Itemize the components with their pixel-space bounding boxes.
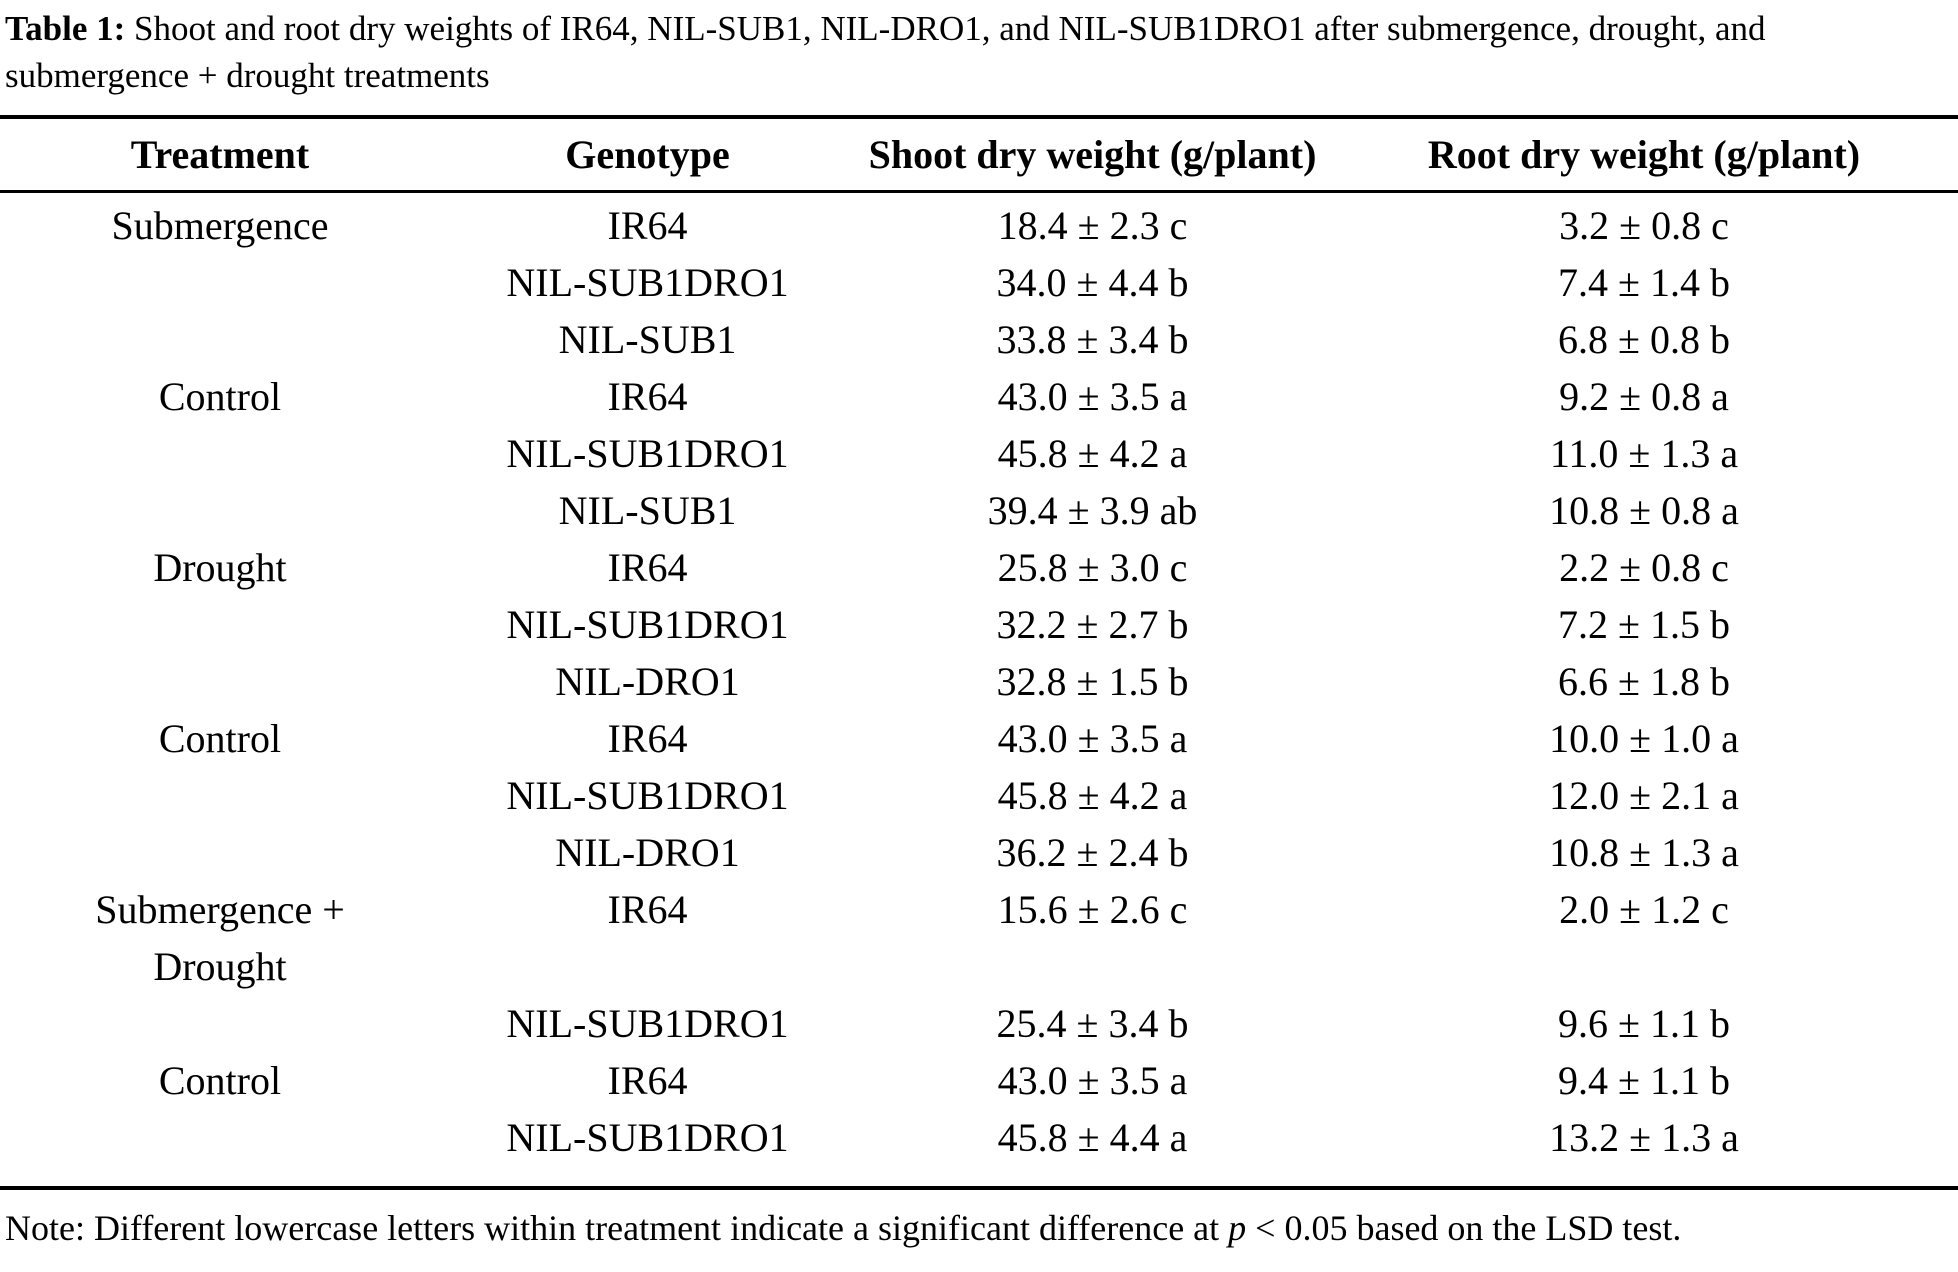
table-body: Submergence IR64 18.4 ± 2.3 c 3.2 ± 0.8 c NI… bbox=[0, 191, 1958, 1188]
treatment-cell: Drought bbox=[153, 545, 287, 590]
root-value-cell: 9.2 ± 0.8 a bbox=[1559, 374, 1729, 419]
shoot-value-cell: 43.0 ± 3.5 a bbox=[997, 1058, 1188, 1103]
treatment-cell: Control bbox=[158, 374, 282, 419]
treatment-cell-line: Drought bbox=[153, 944, 287, 989]
treatment-cell bbox=[0, 653, 440, 710]
data-table: Treatment Genotype Shoot dry weight (g/p… bbox=[0, 115, 1958, 1190]
table-row: NIL-DRO1 32.8 ± 1.5 b 6.6 ± 1.8 b bbox=[0, 653, 1958, 710]
shoot-value-cell: 32.8 ± 1.5 b bbox=[996, 659, 1189, 704]
shoot-value-cell: 43.0 ± 3.5 a bbox=[997, 374, 1188, 419]
genotype-cell: NIL-DRO1 bbox=[555, 830, 740, 875]
shoot-value-cell: 33.8 ± 3.4 b bbox=[996, 317, 1189, 362]
shoot-value-cell: 45.8 ± 4.2 a bbox=[997, 773, 1188, 818]
treatment-cell bbox=[0, 311, 440, 368]
genotype-cell: NIL-SUB1DRO1 bbox=[506, 260, 789, 305]
treatment-cell: Submergence bbox=[111, 203, 329, 248]
table-note-p-symbol: p bbox=[1228, 1208, 1247, 1248]
root-value-cell: 6.8 ± 0.8 b bbox=[1558, 317, 1730, 362]
header-shoot-dry-weight: Shoot dry weight (g/plant) bbox=[855, 117, 1330, 193]
root-value-cell: 6.6 ± 1.8 b bbox=[1558, 659, 1730, 704]
shoot-value-cell: 25.8 ± 3.0 c bbox=[997, 545, 1188, 590]
shoot-value-cell: 15.6 ± 2.6 c bbox=[997, 887, 1188, 932]
root-value-cell: 10.0 ± 1.0 a bbox=[1549, 716, 1739, 761]
treatment-cell bbox=[0, 482, 440, 539]
root-value-cell: 2.2 ± 0.8 c bbox=[1559, 545, 1729, 590]
genotype-cell: NIL-SUB1 bbox=[558, 317, 737, 362]
treatment-cell bbox=[0, 425, 440, 482]
shoot-value-cell: 45.8 ± 4.2 a bbox=[997, 431, 1188, 476]
table-note-suffix: < 0.05 based on the LSD test. bbox=[1246, 1208, 1682, 1248]
table-row: NIL-SUB1DRO1 25.4 ± 3.4 b 9.6 ± 1.1 b bbox=[0, 995, 1958, 1052]
table-row: NIL-SUB1DRO1 34.0 ± 4.4 b 7.4 ± 1.4 b bbox=[0, 254, 1958, 311]
treatment-cell bbox=[0, 767, 440, 824]
treatment-cell bbox=[0, 1109, 440, 1166]
treatment-cell bbox=[0, 254, 440, 311]
table-row: NIL-SUB1 33.8 ± 3.4 b 6.8 ± 0.8 b bbox=[0, 311, 1958, 368]
table-row: Submergence IR64 18.4 ± 2.3 c 3.2 ± 0.8 c bbox=[0, 197, 1958, 254]
header-root-dry-weight: Root dry weight (g/plant) bbox=[1330, 117, 1958, 193]
table-row: Submergence + Drought IR64 15.6 ± 2.6 c 2.0 … bbox=[0, 881, 1958, 995]
root-value-cell: 7.2 ± 1.5 b bbox=[1558, 602, 1730, 647]
shoot-value-cell: 18.4 ± 2.3 c bbox=[997, 203, 1188, 248]
treatment-cell: Control bbox=[158, 716, 282, 761]
table-header-row: Treatment Genotype Shoot dry weight (g/p… bbox=[0, 117, 1958, 193]
genotype-cell: NIL-SUB1DRO1 bbox=[506, 431, 789, 476]
genotype-cell: NIL-SUB1DRO1 bbox=[506, 773, 789, 818]
genotype-cell: IR64 bbox=[607, 203, 688, 248]
root-value-cell: 10.8 ± 0.8 a bbox=[1549, 488, 1739, 533]
table-caption-label: Table 1: bbox=[5, 9, 126, 48]
treatment-cell-line: Submergence + bbox=[95, 887, 345, 932]
table-caption: Table 1: Shoot and root dry weights of I… bbox=[0, 0, 1958, 99]
root-value-cell: 9.4 ± 1.1 b bbox=[1558, 1058, 1730, 1103]
shoot-value-cell: 34.0 ± 4.4 b bbox=[996, 260, 1189, 305]
root-value-cell: 10.8 ± 1.3 a bbox=[1549, 830, 1739, 875]
table-row: NIL-DRO1 36.2 ± 2.4 b 10.8 ± 1.3 a bbox=[0, 824, 1958, 881]
genotype-cell: NIL-SUB1DRO1 bbox=[506, 602, 789, 647]
treatment-cell bbox=[0, 995, 440, 1052]
table-row: NIL-SUB1DRO1 45.8 ± 4.4 a 13.2 ± 1.3 a bbox=[0, 1109, 1958, 1166]
treatment-cell bbox=[0, 824, 440, 881]
genotype-cell: IR64 bbox=[607, 545, 688, 590]
shoot-value-cell: 39.4 ± 3.9 ab bbox=[987, 488, 1198, 533]
genotype-cell: IR64 bbox=[607, 374, 688, 419]
shoot-value-cell: 43.0 ± 3.5 a bbox=[997, 716, 1188, 761]
table-row: Control IR64 43.0 ± 3.5 a 9.4 ± 1.1 b bbox=[0, 1052, 1958, 1109]
shoot-value-cell: 32.2 ± 2.7 b bbox=[996, 602, 1189, 647]
header-treatment: Treatment bbox=[0, 117, 440, 193]
table-note-text: Note: Different lowercase letters within… bbox=[5, 1208, 1229, 1248]
table-row: Control IR64 43.0 ± 3.5 a 9.2 ± 0.8 a bbox=[0, 368, 1958, 425]
root-value-cell: 7.4 ± 1.4 b bbox=[1558, 260, 1730, 305]
treatment-cell: Control bbox=[158, 1058, 282, 1103]
root-value-cell: 11.0 ± 1.3 a bbox=[1549, 431, 1739, 476]
shoot-value-cell: 25.4 ± 3.4 b bbox=[996, 1001, 1189, 1046]
root-value-cell: 2.0 ± 1.2 c bbox=[1559, 887, 1729, 932]
treatment-cell bbox=[0, 596, 440, 653]
genotype-cell: NIL-DRO1 bbox=[555, 659, 740, 704]
table-row: Control IR64 43.0 ± 3.5 a 10.0 ± 1.0 a bbox=[0, 710, 1958, 767]
treatment-cell: Submergence + Drought bbox=[0, 881, 440, 995]
table-row: NIL-SUB1DRO1 45.8 ± 4.2 a 11.0 ± 1.3 a bbox=[0, 425, 1958, 482]
table-note: Note: Different lowercase letters within… bbox=[0, 1190, 1958, 1251]
root-value-cell: 12.0 ± 2.1 a bbox=[1549, 773, 1739, 818]
shoot-value-cell: 36.2 ± 2.4 b bbox=[996, 830, 1189, 875]
genotype-cell: IR64 bbox=[607, 716, 688, 761]
header-genotype: Genotype bbox=[440, 117, 855, 193]
root-value-cell: 3.2 ± 0.8 c bbox=[1559, 203, 1729, 248]
genotype-cell: NIL-SUB1 bbox=[558, 488, 737, 533]
genotype-cell: NIL-SUB1DRO1 bbox=[506, 1115, 789, 1160]
table-caption-text: Shoot and root dry weights of IR64, NIL-… bbox=[5, 9, 1766, 95]
root-value-cell: 9.6 ± 1.1 b bbox=[1558, 1001, 1730, 1046]
root-value-cell: 13.2 ± 1.3 a bbox=[1549, 1115, 1739, 1160]
genotype-cell: NIL-SUB1DRO1 bbox=[506, 1001, 789, 1046]
genotype-cell: IR64 bbox=[607, 1058, 688, 1103]
table-row: NIL-SUB1 39.4 ± 3.9 ab 10.8 ± 0.8 a bbox=[0, 482, 1958, 539]
genotype-cell: IR64 bbox=[607, 887, 688, 932]
table-row: NIL-SUB1DRO1 32.2 ± 2.7 b 7.2 ± 1.5 b bbox=[0, 596, 1958, 653]
shoot-value-cell: 45.8 ± 4.4 a bbox=[997, 1115, 1188, 1160]
table-row: Drought IR64 25.8 ± 3.0 c 2.2 ± 0.8 c bbox=[0, 539, 1958, 596]
table-row: NIL-SUB1DRO1 45.8 ± 4.2 a 12.0 ± 2.1 a bbox=[0, 767, 1958, 824]
